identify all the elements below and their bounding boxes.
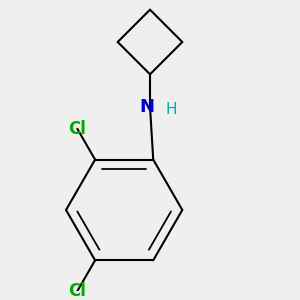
Text: H: H [165, 102, 177, 117]
Text: N: N [139, 98, 154, 116]
Text: Cl: Cl [68, 282, 86, 300]
Text: Cl: Cl [68, 120, 86, 138]
